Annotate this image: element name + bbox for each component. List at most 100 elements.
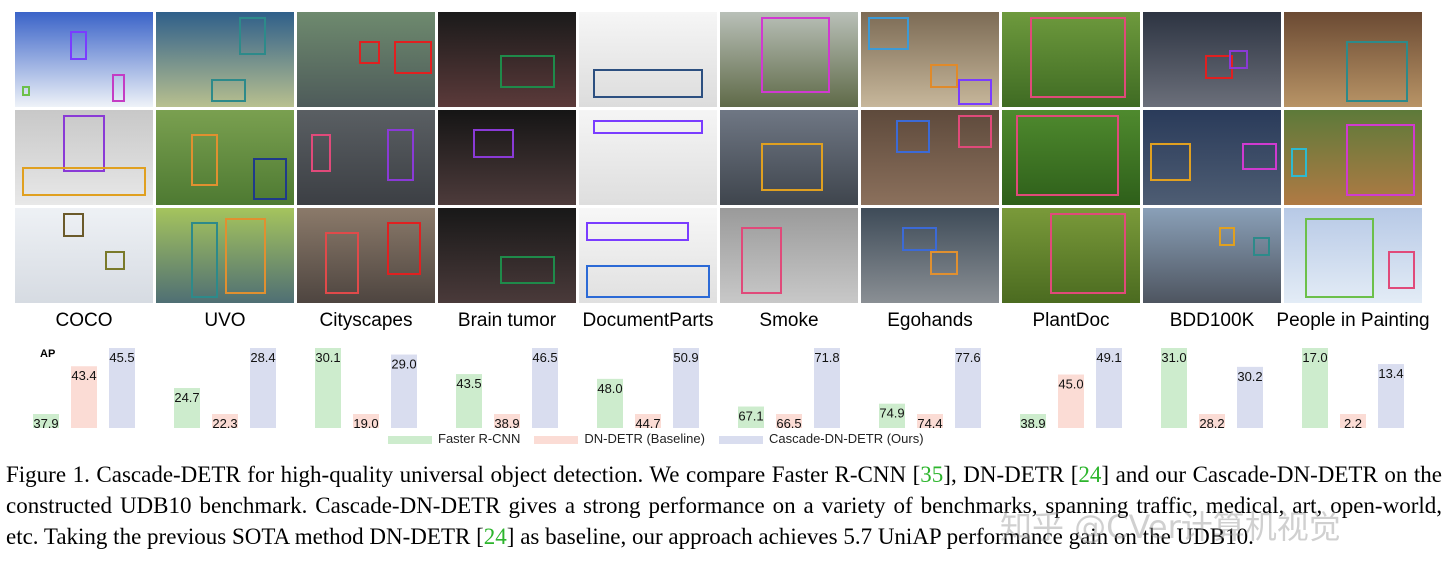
data-label: 66.5	[776, 416, 801, 431]
chart-legend: Faster R-CNN DN-DETR (Baseline) Cascade-DN…	[388, 431, 938, 446]
bar-2-8	[1237, 366, 1263, 428]
thumbnail-people-in-painting-1	[1284, 12, 1422, 107]
bar-2-5	[814, 348, 840, 428]
thumbnail-egohands-3	[861, 208, 999, 303]
data-label: 77.6	[955, 350, 980, 365]
detection-box	[63, 114, 105, 172]
ap-bar-chart: AP 37.9 43.4 45.5 24.7 22.3 28.4 30.1 19.0 29.0 43…	[33, 348, 1404, 431]
bar-0-9	[1302, 348, 1328, 428]
detection-box	[359, 40, 380, 65]
bar-2-3	[532, 348, 558, 428]
legend-label: DN-DETR (Baseline)	[584, 431, 705, 446]
data-label: 43.5	[456, 376, 481, 391]
data-label: 50.9	[673, 350, 698, 365]
data-label: 44.7	[635, 416, 660, 431]
bar-2-7	[1096, 348, 1122, 428]
thumbnail-documentparts-1	[579, 12, 717, 107]
detection-box	[930, 64, 958, 88]
data-label: 24.7	[174, 390, 199, 405]
detection-box	[902, 227, 937, 251]
bar-0-7	[1020, 414, 1046, 428]
detection-box	[592, 69, 704, 98]
legend-swatch	[718, 435, 763, 444]
dataset-name: People in Painting	[1276, 310, 1430, 331]
bar-1-8	[1199, 414, 1225, 428]
detection-box	[585, 222, 690, 242]
detection-box	[957, 114, 993, 148]
bar-2-4	[673, 348, 699, 428]
legend-swatch	[534, 435, 579, 444]
detection-box	[211, 78, 246, 103]
legend-item: Faster R-CNN	[388, 431, 520, 446]
figure-caption: Figure 1. Cascade-DETR for high-quality …	[6, 459, 1442, 552]
bar-0-6	[879, 403, 905, 428]
dataset-name: PlantDoc	[1032, 310, 1110, 331]
bar-1-1	[212, 414, 238, 428]
data-label: 48.0	[597, 381, 622, 396]
detection-box	[1015, 114, 1120, 196]
detection-box	[1253, 236, 1270, 256]
detection-box	[386, 222, 422, 275]
dataset-name: BDD100K	[1169, 310, 1255, 331]
legend-item: Cascade-DN-DETR (Ours)	[718, 431, 924, 446]
detection-box	[386, 129, 415, 182]
data-label: 45.5	[109, 350, 134, 365]
data-label: 38.9	[1020, 416, 1045, 431]
legend-label: Faster R-CNN	[438, 431, 521, 446]
detection-box	[21, 86, 31, 96]
bar-1-4	[635, 414, 661, 428]
data-label: 29.0	[391, 357, 416, 372]
dataset-name: Egohands	[887, 310, 973, 331]
bar-1-6	[917, 414, 943, 428]
caption-text: Figure 1. Cascade-DETR for high-quality …	[6, 462, 921, 487]
bar-1-5	[776, 414, 802, 428]
thumbnail-uvo-1	[156, 12, 294, 107]
detection-box	[1029, 16, 1127, 98]
detection-box	[585, 265, 711, 299]
detection-box	[930, 250, 958, 275]
detection-box	[1346, 124, 1416, 196]
detection-box	[63, 212, 84, 237]
thumbnail-uvo-2	[156, 110, 294, 205]
detection-box	[472, 129, 514, 158]
thumbnail-cityscapes-2	[297, 110, 435, 205]
detection-box	[238, 16, 267, 55]
citation-link[interactable]: 24	[1078, 462, 1102, 487]
thumbnail-smoke-1	[720, 12, 858, 107]
bar-0-0	[33, 414, 59, 428]
detection-box	[1205, 54, 1233, 79]
bar-0-3	[456, 374, 482, 428]
detection-box	[761, 16, 831, 93]
detection-box	[500, 54, 556, 88]
data-label: 71.8	[814, 350, 839, 365]
detection-box	[104, 250, 126, 270]
detection-box	[1387, 250, 1416, 289]
thumbnail-coco-1	[15, 12, 153, 107]
citation-link[interactable]: 24	[483, 524, 507, 549]
bar-0-5	[738, 406, 764, 428]
thumbnail-plantdoc-1	[1002, 12, 1140, 107]
data-label: 17.0	[1302, 350, 1327, 365]
thumbnail-plantdoc-2	[1002, 110, 1140, 205]
thumbnail-documentparts-2	[579, 110, 717, 205]
data-label: 43.4	[71, 368, 96, 383]
detection-box	[310, 133, 332, 172]
thumbnail-people-in-painting-3	[1284, 208, 1422, 303]
dataset-name: Brain tumor	[457, 310, 557, 331]
detection-box	[225, 217, 267, 294]
data-label: 22.3	[212, 416, 237, 431]
legend-item: DN-DETR (Baseline)	[534, 431, 705, 446]
bar-2-2	[391, 354, 417, 428]
detection-box	[867, 16, 910, 50]
dataset-name: Cityscapes	[319, 310, 413, 331]
data-label: 28.4	[250, 350, 275, 365]
thumbnail-people-in-painting-2	[1284, 110, 1422, 205]
thumbnail-cityscapes-3	[297, 208, 435, 303]
detection-box	[1228, 50, 1248, 69]
data-label: 49.1	[1096, 350, 1121, 365]
citation-link[interactable]: 35	[920, 462, 944, 487]
thumbnail-egohands-1	[861, 12, 999, 107]
dataset-name: DocumentParts	[582, 310, 714, 331]
thumbnail-smoke-3	[720, 208, 858, 303]
